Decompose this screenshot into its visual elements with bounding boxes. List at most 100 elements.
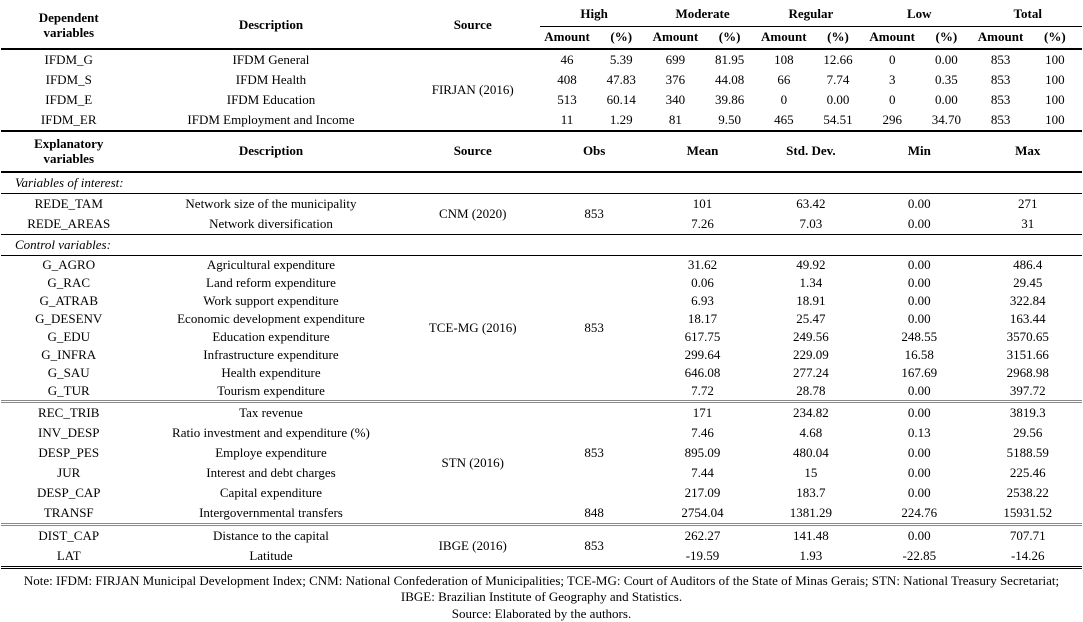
table-row: G_AGRO Agricultural expenditure TCE-MG (…: [1, 256, 1082, 334]
stat-cell: 54.51: [823, 111, 853, 127]
stat-cell: 0.00: [935, 51, 958, 67]
std-cell: 234.82: [793, 404, 829, 420]
mean-cell: 7.72: [691, 382, 714, 398]
mean-cell: 7.46: [691, 424, 714, 440]
table-row: G_TUR Tourism expenditure 7.72 28.78 0.0…: [1, 382, 1082, 402]
description-cell: Tax revenue: [239, 404, 303, 420]
description-cell: IFDM Education: [226, 91, 316, 107]
stat-cell: 296: [882, 111, 902, 127]
min-cell: 0.00: [907, 404, 931, 420]
table-row: IFDM_S IFDM Health 408 47.83 376 44.08 6…: [1, 70, 1082, 90]
std-cell: 28.78: [796, 382, 826, 398]
obs-cell: 853: [584, 319, 604, 335]
stat-cell: 0: [888, 91, 896, 107]
table-row: G_EDU Education expenditure 617.75 249.5…: [1, 328, 1082, 346]
max-cell: -14.26: [1010, 547, 1045, 563]
min-header: Min: [907, 143, 931, 159]
max-cell: 3570.65: [1006, 328, 1049, 344]
stat-cell: 699: [665, 51, 686, 67]
variable-cell: REC_TRIB: [38, 404, 100, 420]
stat-cell: 100: [1045, 91, 1065, 107]
stat-cell: 100: [1045, 111, 1065, 127]
header-line: variables: [43, 24, 95, 40]
stat-cell: 3: [888, 71, 896, 87]
group-regular-header: Regular: [756, 0, 866, 27]
obs-cell: 853: [584, 444, 604, 460]
mean-cell: 217.09: [684, 484, 721, 500]
variable-cell: G_SAU: [47, 364, 90, 380]
stat-cell: 100: [1045, 51, 1065, 67]
min-cell: 0.00: [907, 527, 931, 543]
description-cell: IFDM General: [232, 51, 310, 67]
max-cell: 31: [1021, 215, 1035, 231]
mean-cell: 6.93: [691, 292, 714, 308]
source-header: Source: [453, 143, 492, 159]
source-cell: STN (2016): [441, 454, 504, 470]
amount-header: Amount: [544, 29, 590, 45]
interest-label-section: Variables of interest:: [1, 172, 1082, 194]
stat-cell: 340: [665, 91, 686, 107]
section-label: Variables of interest:: [15, 174, 124, 190]
max-cell: 3151.66: [1006, 346, 1049, 362]
stat-cell: 0: [780, 91, 788, 107]
min-cell: 0.00: [907, 292, 931, 308]
table-row: G_SAU Health expenditure 646.08 277.24 1…: [1, 364, 1082, 382]
variable-cell: G_TUR: [47, 382, 90, 398]
source-cell: IBGE (2016): [438, 537, 507, 553]
obs-cell: 853: [584, 537, 604, 553]
description-cell: Health expenditure: [221, 364, 321, 380]
stat-cell: 47.83: [606, 71, 636, 87]
std-cell: 25.47: [796, 310, 826, 326]
std-cell: 249.56: [793, 328, 829, 344]
table-row: JUR Interest and debt charges 7.44 15 0.…: [1, 463, 1082, 483]
table-row: G_RAC Land reform expenditure 0.06 1.34 …: [1, 274, 1082, 292]
description-cell: Land reform expenditure: [206, 274, 336, 290]
mean-header: Mean: [686, 143, 719, 159]
header-line: Dependent: [38, 9, 99, 25]
mean-cell: 7.44: [691, 464, 714, 480]
pct-header: (%): [610, 29, 633, 45]
variable-cell: G_EDU: [47, 328, 91, 344]
stat-cell: 81: [668, 111, 682, 127]
min-cell: 0.00: [907, 310, 931, 326]
obs-cell: 848: [584, 504, 604, 520]
description-cell: Distance to the capital: [213, 527, 329, 543]
section-label: Control variables:: [15, 236, 111, 252]
source-note-text: Source: Elaborated by the authors.: [451, 605, 632, 621]
description-cell: Tourism expenditure: [217, 382, 325, 398]
source-header: Source: [453, 17, 492, 33]
header-line: variables: [43, 150, 95, 166]
stat-cell: 376: [665, 71, 686, 87]
table-row: DIST_CAP Distance to the capital IBGE (2…: [1, 525, 1082, 552]
description-cell: IFDM Health: [235, 71, 307, 87]
mean-cell: 18.17: [687, 310, 718, 326]
std-cell: 18.91: [796, 292, 826, 308]
variable-cell: G_RAC: [47, 274, 91, 290]
max-cell: 2968.98: [1006, 364, 1049, 380]
stat-cell: 100: [1045, 71, 1065, 87]
dependent-section: IFDM_G IFDM General FIRJAN (2016) 46 5.3…: [1, 49, 1082, 131]
header-line: Explanatory: [34, 135, 104, 151]
table-row: REC_TRIB Tax revenue STN (2016) 853 171 …: [1, 402, 1082, 469]
std-cell: 229.09: [793, 346, 829, 362]
max-cell: 29.45: [1013, 274, 1043, 290]
max-cell: 486.4: [1013, 256, 1043, 272]
variable-cell: IFDM_E: [45, 91, 93, 107]
group-moderate-header: Moderate: [648, 0, 757, 27]
mean-cell: 171: [692, 404, 713, 420]
table-row: Explanatory variables Description Source…: [1, 131, 1082, 172]
description-cell: Agricultural expenditure: [206, 256, 336, 272]
min-cell: 0.00: [907, 215, 931, 231]
stat-cell: 853: [990, 51, 1011, 67]
max-cell: 2538.22: [1006, 484, 1049, 500]
table-row: LAT Latitude -19.59 1.93 -22.85 -14.26: [1, 546, 1082, 568]
source-cell: FIRJAN (2016): [431, 81, 514, 97]
description-cell: Economic development expenditure: [177, 310, 365, 326]
stat-cell: 0.35: [935, 71, 958, 87]
description-cell: Education expenditure: [212, 328, 330, 344]
max-cell: 5188.59: [1006, 444, 1049, 460]
variable-cell: IFDM_G: [44, 51, 93, 67]
stat-cell: 465: [774, 111, 794, 127]
pct-header: (%): [1043, 29, 1066, 45]
variable-cell: IFDM_ER: [40, 111, 97, 127]
